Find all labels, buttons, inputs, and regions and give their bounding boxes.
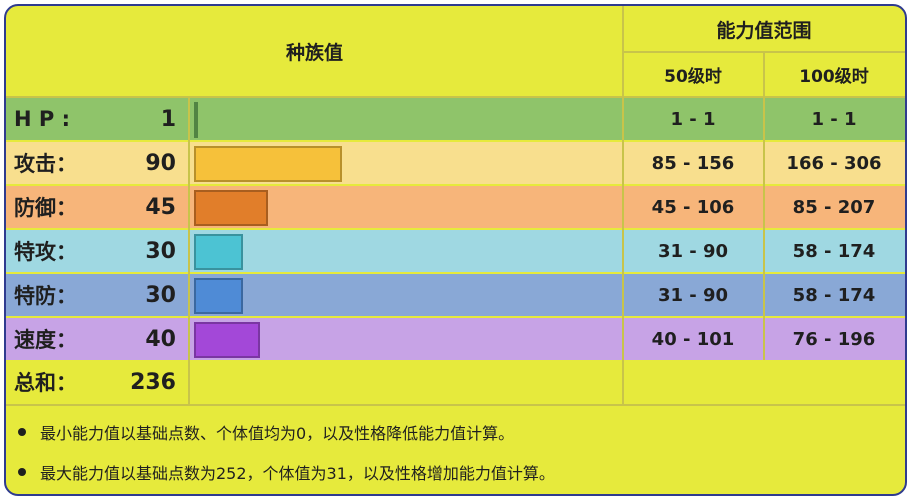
lv50-range: 31 - 90 [657, 284, 729, 306]
stat-bar [194, 102, 198, 138]
stat-bar [194, 322, 260, 358]
stat-name: 特攻： [14, 240, 77, 264]
bullet-icon [18, 468, 26, 476]
stat-row [6, 142, 905, 184]
grid-line [188, 96, 190, 404]
lv50-range: 31 - 90 [657, 240, 729, 262]
total-value: 236 [130, 369, 176, 395]
grid-line [622, 6, 624, 404]
stat-bar [194, 190, 268, 226]
grid-line [6, 96, 905, 98]
level50-header: 50级时 [664, 66, 722, 87]
lv100-range: 76 - 196 [792, 328, 876, 350]
stat-value: 40 [145, 326, 176, 352]
stat-bar [194, 234, 243, 270]
stat-row [6, 186, 905, 228]
lv100-range: 58 - 174 [792, 284, 876, 306]
stat-row [6, 230, 905, 272]
stat-name: 特防： [14, 284, 77, 308]
stat-row [6, 318, 905, 360]
stat-value: 30 [145, 238, 176, 264]
base-stats-header: 种族值 [285, 41, 343, 64]
bullet-icon [18, 428, 26, 436]
stat-name: 速度： [14, 328, 77, 352]
stat-name: 攻击： [14, 152, 77, 176]
note-max-text: 最大能力值以基础点数为252，个体值为31，以及性格增加能力值计算。 [40, 464, 555, 483]
grid-line [763, 52, 765, 360]
stat-value: 1 [160, 106, 176, 132]
stat-bar [194, 146, 342, 182]
lv50-range: 85 - 156 [651, 152, 735, 174]
lv50-range: 45 - 106 [651, 196, 735, 218]
note-max: 最大能力值以基础点数为252，个体值为31，以及性格增加能力值计算。 [18, 458, 555, 486]
stat-name: 防御： [14, 196, 77, 220]
lv100-range: 1 - 1 [811, 108, 857, 130]
level100-header: 100级时 [799, 66, 869, 87]
lv50-range: 40 - 101 [651, 328, 735, 350]
stat-row [6, 98, 905, 140]
stat-value: 45 [145, 194, 176, 220]
stat-bar [194, 278, 243, 314]
stat-range-header: 能力值范围 [716, 19, 812, 42]
stats-table: 种族值 能力值范围 50级时 100级时 H P : 1 1 - 1 1 - 1… [4, 4, 907, 496]
lv100-range: 58 - 174 [792, 240, 876, 262]
stat-name: H P : [14, 107, 70, 131]
lv50-range: 1 - 1 [670, 108, 716, 130]
total-label: 总和： [14, 371, 77, 395]
stat-value: 90 [145, 150, 176, 176]
lv100-range: 85 - 207 [792, 196, 876, 218]
stat-value: 30 [145, 282, 176, 308]
grid-line [6, 404, 905, 406]
lv100-range: 166 - 306 [786, 152, 882, 174]
stat-row [6, 274, 905, 316]
note-min-text: 最小能力值以基础点数、个体值均为0，以及性格降低能力值计算。 [40, 424, 515, 443]
note-min: 最小能力值以基础点数、个体值均为0，以及性格降低能力值计算。 [18, 418, 514, 446]
